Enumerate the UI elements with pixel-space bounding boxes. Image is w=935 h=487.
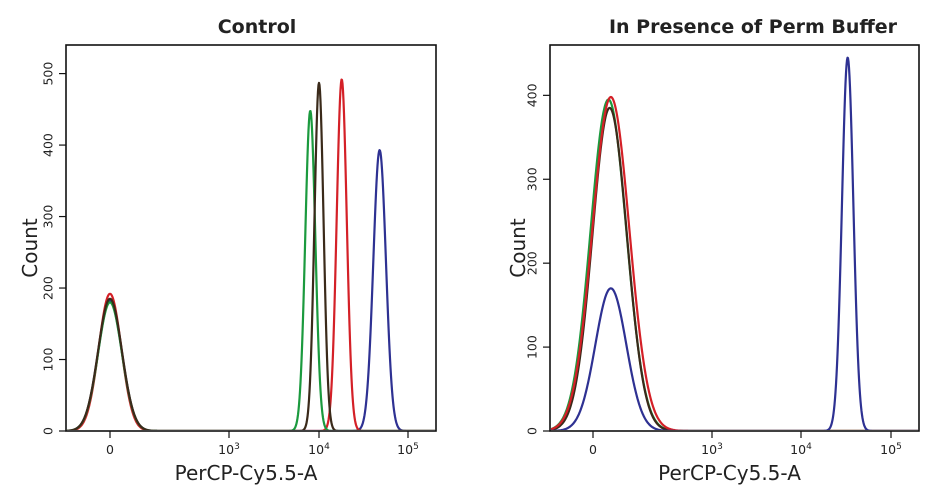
x-tick-exponent: 3 <box>717 442 723 452</box>
y-axis-label: Count <box>18 218 42 278</box>
histogram-series-4 <box>551 56 918 430</box>
x-tick-exponent: 4 <box>324 442 330 452</box>
histogram-series-2 <box>551 106 918 430</box>
x-tick-base: 10 <box>218 442 234 457</box>
y-tick-label: 200 <box>41 276 56 300</box>
x-tick-label: 104 <box>790 442 812 457</box>
chart-title: In Presence of Perm Buffer <box>609 16 898 38</box>
y-tick-label: 400 <box>41 133 56 157</box>
x-tick-base: 10 <box>790 442 806 457</box>
x-axis-label: PerCP-Cy5.5-A <box>175 461 318 485</box>
chart-panel-2: In Presence of Perm Buffer 0 100 200 300 400 0… <box>506 16 920 485</box>
y-tick-label: 0 <box>41 427 56 435</box>
x-tick-label: 105 <box>880 442 902 457</box>
y-tick-label: 100 <box>525 335 540 359</box>
y-tick-label: 500 <box>41 62 56 86</box>
plot-frame <box>65 44 437 432</box>
x-tick-label: 103 <box>218 442 240 457</box>
x-tick-exponent: 3 <box>234 442 240 452</box>
x-tick-exponent: 4 <box>806 442 812 452</box>
x-tick-label: 105 <box>397 442 419 457</box>
y-tick-label: 100 <box>41 348 56 372</box>
histogram-series-1 <box>551 98 918 430</box>
x-tick-base: 10 <box>308 442 324 457</box>
chart-title: Control <box>218 16 297 38</box>
y-axis-label: Count <box>506 218 530 278</box>
x-tick-base: 0 <box>589 442 597 457</box>
y-tick-label: 200 <box>525 251 540 275</box>
histogram-series-2 <box>67 78 435 430</box>
histogram-series-4 <box>67 81 435 430</box>
x-tick-exponent: 5 <box>413 442 419 452</box>
y-tick-label: 0 <box>525 427 540 435</box>
x-axis-label: PerCP-Cy5.5-A <box>658 461 801 485</box>
x-tick-label: 104 <box>308 442 330 457</box>
y-tick-label: 400 <box>525 83 540 107</box>
x-tick-exponent: 5 <box>896 442 902 452</box>
x-tick-base: 10 <box>397 442 413 457</box>
x-tick-label: 103 <box>701 442 723 457</box>
x-tick-base: 10 <box>701 442 717 457</box>
x-tick-base: 0 <box>106 442 114 457</box>
x-tick-label: 0 <box>106 442 114 457</box>
y-tick-label: 300 <box>41 205 56 229</box>
plot-frame <box>549 44 920 432</box>
x-tick-label: 0 <box>589 442 597 457</box>
histogram-series-3 <box>67 110 435 430</box>
histogram-series-1 <box>67 149 435 430</box>
x-tick-base: 10 <box>880 442 896 457</box>
histogram-series-3 <box>551 95 918 430</box>
y-tick-label: 300 <box>525 167 540 191</box>
